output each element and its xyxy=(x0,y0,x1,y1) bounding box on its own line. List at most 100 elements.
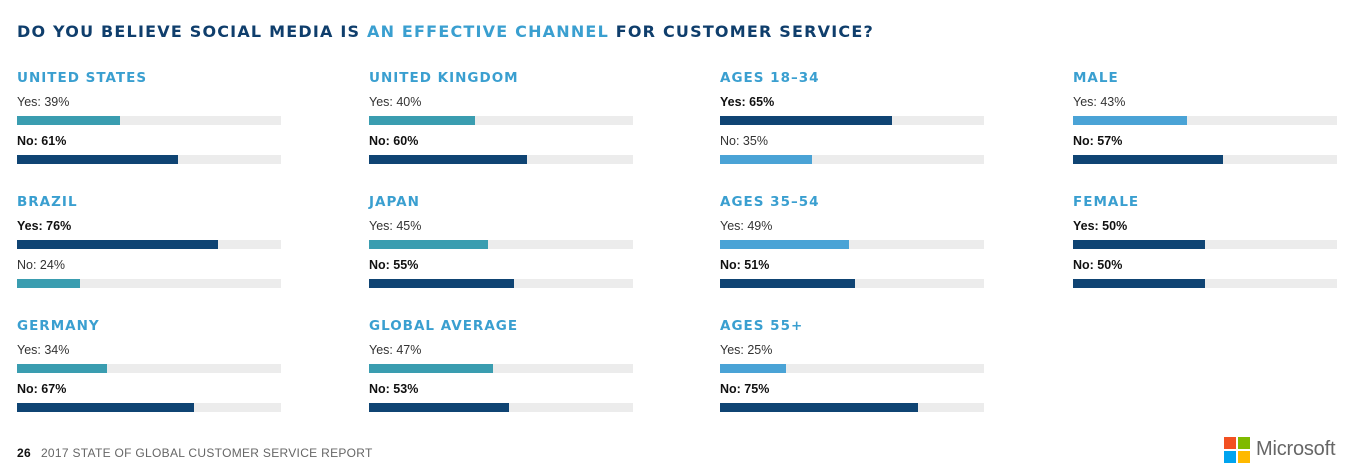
bar-yes xyxy=(1073,240,1205,249)
bar-track xyxy=(1073,155,1337,164)
logo-square-yellow xyxy=(1238,451,1250,463)
group-brazil: BRAZIL Yes: 76% No: 24% xyxy=(17,194,281,290)
data-label: No: 55% xyxy=(369,258,419,272)
group-title: AGES 55+ xyxy=(720,318,804,334)
data-label: Yes: 50% xyxy=(1073,219,1128,233)
bar-row-yes: Yes: 40% xyxy=(369,88,633,127)
bar-track xyxy=(17,403,281,412)
bar-row-no: No: 51% xyxy=(720,251,984,290)
group-title: MALE xyxy=(1073,70,1119,86)
bar-track xyxy=(369,279,633,288)
bar-row-yes: Yes: 45% xyxy=(369,212,633,251)
group-title: UNITED STATES xyxy=(17,70,148,86)
bar-track xyxy=(1073,116,1337,125)
group-title: FEMALE xyxy=(1073,194,1140,210)
bar-no xyxy=(369,155,527,164)
bar-yes xyxy=(369,116,475,125)
group-global-average: GLOBAL AVERAGE Yes: 47% No: 53% xyxy=(369,318,633,414)
data-label: Yes: 40% xyxy=(369,95,422,109)
bar-yes xyxy=(17,116,120,125)
data-label: No: 51% xyxy=(720,258,770,272)
title-highlight: AN EFFECTIVE CHANNEL xyxy=(366,22,609,41)
bar-row-yes: Yes: 43% xyxy=(1073,88,1337,127)
bar-row-yes: Yes: 49% xyxy=(720,212,984,251)
bar-no xyxy=(720,403,918,412)
page-number: 26 xyxy=(17,446,31,460)
bar-track xyxy=(720,279,984,288)
group-united-states: UNITED STATES Yes: 39% No: 61% xyxy=(17,70,281,166)
group-united-kingdom: UNITED KINGDOM Yes: 40% No: 60% xyxy=(369,70,633,166)
data-label: No: 67% xyxy=(17,382,67,396)
bar-track xyxy=(369,155,633,164)
bar-track xyxy=(369,364,633,373)
data-label: Yes: 45% xyxy=(369,219,422,233)
bar-track xyxy=(17,279,281,288)
bar-yes xyxy=(369,240,488,249)
data-label: No: 61% xyxy=(17,134,67,148)
bar-yes xyxy=(1073,116,1187,125)
bar-row-no: No: 75% xyxy=(720,375,984,414)
bar-row-no: No: 61% xyxy=(17,127,281,166)
group-male: MALE Yes: 43% No: 57% xyxy=(1073,70,1337,166)
bar-yes xyxy=(369,364,493,373)
data-label: No: 50% xyxy=(1073,258,1123,272)
bar-row-no: No: 55% xyxy=(369,251,633,290)
bar-track xyxy=(17,364,281,373)
bar-track xyxy=(17,116,281,125)
group-title: GLOBAL AVERAGE xyxy=(369,318,519,334)
bar-no xyxy=(720,155,812,164)
bar-row-no: No: 57% xyxy=(1073,127,1337,166)
bar-row-no: No: 53% xyxy=(369,375,633,414)
bar-no xyxy=(17,155,178,164)
bar-yes xyxy=(720,240,849,249)
bar-row-yes: Yes: 65% xyxy=(720,88,984,127)
logo-square-red xyxy=(1224,437,1236,449)
data-label: No: 75% xyxy=(720,382,770,396)
logo-square-blue xyxy=(1224,451,1236,463)
data-label: No: 53% xyxy=(369,382,419,396)
title-part-2: FOR CUSTOMER SERVICE? xyxy=(608,22,874,41)
bar-track xyxy=(1073,240,1337,249)
bar-row-yes: Yes: 34% xyxy=(17,336,281,375)
group-japan: JAPAN Yes: 45% No: 55% xyxy=(369,194,633,290)
bar-track xyxy=(720,364,984,373)
bar-row-no: No: 60% xyxy=(369,127,633,166)
group-ages-55: AGES 55+ Yes: 25% No: 75% xyxy=(720,318,984,414)
group-title: UNITED KINGDOM xyxy=(369,70,519,86)
data-label: Yes: 49% xyxy=(720,219,773,233)
bar-yes xyxy=(720,116,892,125)
group-title: BRAZIL xyxy=(17,194,78,210)
bar-yes xyxy=(17,240,218,249)
data-label: Yes: 39% xyxy=(17,95,70,109)
data-label: No: 57% xyxy=(1073,134,1123,148)
report-name: 2017 STATE OF GLOBAL CUSTOMER SERVICE RE… xyxy=(40,446,373,460)
bar-row-no: No: 50% xyxy=(1073,251,1337,290)
page-title: DO YOU BELIEVE SOCIAL MEDIA IS AN EFFECT… xyxy=(17,22,874,41)
group-germany: GERMANY Yes: 34% No: 67% xyxy=(17,318,281,414)
bar-row-no: No: 35% xyxy=(720,127,984,166)
bar-no xyxy=(1073,279,1205,288)
data-label: Yes: 47% xyxy=(369,343,422,357)
bar-track xyxy=(17,240,281,249)
bar-track xyxy=(1073,279,1337,288)
bar-track xyxy=(17,155,281,164)
group-female: FEMALE Yes: 50% No: 50% xyxy=(1073,194,1337,290)
group-title: AGES 35–54 xyxy=(720,194,820,210)
data-label: Yes: 43% xyxy=(1073,95,1126,109)
group-ages-18-34: AGES 18–34 Yes: 65% No: 35% xyxy=(720,70,984,166)
bar-no xyxy=(1073,155,1223,164)
microsoft-squares-icon xyxy=(1224,437,1250,463)
group-title: AGES 18–34 xyxy=(720,70,820,86)
data-label: Yes: 25% xyxy=(720,343,773,357)
bar-row-yes: Yes: 39% xyxy=(17,88,281,127)
bar-yes xyxy=(720,364,786,373)
bar-track xyxy=(720,116,984,125)
bar-no xyxy=(17,279,80,288)
bar-track xyxy=(720,240,984,249)
data-label: No: 24% xyxy=(17,258,65,272)
group-title: JAPAN xyxy=(369,194,420,210)
data-label: No: 60% xyxy=(369,134,419,148)
group-title: GERMANY xyxy=(17,318,100,334)
bar-yes xyxy=(17,364,107,373)
bar-track xyxy=(720,403,984,412)
